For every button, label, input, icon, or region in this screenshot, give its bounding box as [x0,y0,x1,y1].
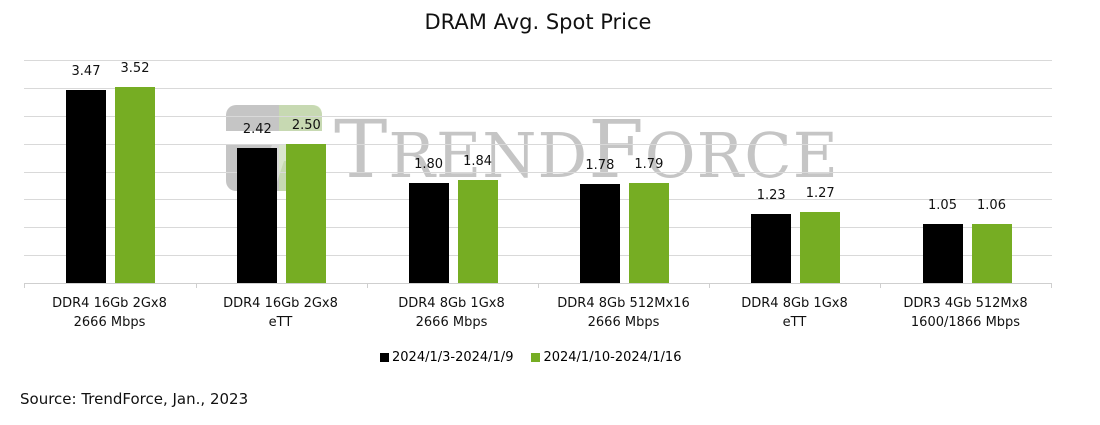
bar [971,223,1012,283]
data-label: 1.23 [756,188,786,204]
gridline [24,88,1052,89]
data-label: 1.05 [928,198,957,214]
legend-label: 2024/1/10-2024/1/16 [543,350,682,365]
data-label: 1.78 [585,157,615,173]
legend-swatch-green [531,353,541,362]
bar [115,86,155,283]
category-label: DDR4 16Gb 2Gx8 2666 Mbps [52,296,167,330]
legend-label: 2024/1/3-2024/1/9 [392,350,514,365]
x-tick [538,283,539,288]
chart-title: DRAM Avg. Spot Price [424,10,652,34]
data-label: 1.27 [805,186,835,202]
x-tick [367,283,368,288]
category-label: DDR4 8Gb 1Gx8 eTT [741,296,848,330]
gridline [24,60,1052,61]
x-tick [24,283,25,288]
data-label: 1.79 [634,157,664,173]
bar [286,143,327,283]
legend-item-series-2: 2024/1/10-2024/1/16 [531,350,681,365]
gridline [24,116,1052,117]
gridline [24,255,1052,256]
source-note: Source: TrendForce, Jan., 2023 [20,390,249,408]
gridline [24,199,1052,200]
data-label: 1.80 [414,156,444,172]
category-label: DDR4 16Gb 2Gx8 eTT [223,296,338,330]
data-label: 2.42 [242,122,272,138]
gridline [24,172,1052,173]
x-tick [1051,283,1052,288]
gridline [24,227,1052,228]
data-label: 1.06 [977,197,1006,213]
bar [751,214,792,283]
bar [408,182,449,283]
bar [579,183,620,283]
data-label: 2.50 [291,117,321,133]
data-label: 3.47 [71,63,101,79]
legend-item-series-1: 2024/1/3-2024/1/9 [380,350,513,365]
bar [237,148,278,283]
category-label: DDR3 4Gb 512Mx8 1600/1866 Mbps [903,296,1028,330]
gridline [24,144,1052,145]
bar [628,183,669,283]
data-label: 3.52 [120,60,150,76]
x-tick [709,283,710,288]
legend: 2024/1/3-2024/1/9 2024/1/10-2024/1/16 [380,350,681,365]
x-tick [880,283,881,288]
bar [800,212,841,283]
x-tick [196,283,197,288]
bar [457,180,498,283]
category-label: DDR4 8Gb 512Mx16 2666 Mbps [557,296,690,330]
legend-swatch-black [380,353,389,362]
category-label: DDR4 8Gb 1Gx8 2666 Mbps [398,296,505,330]
plot-area [24,60,1052,283]
data-label: 1.84 [463,154,493,170]
bar [66,89,106,283]
bar [922,224,963,283]
